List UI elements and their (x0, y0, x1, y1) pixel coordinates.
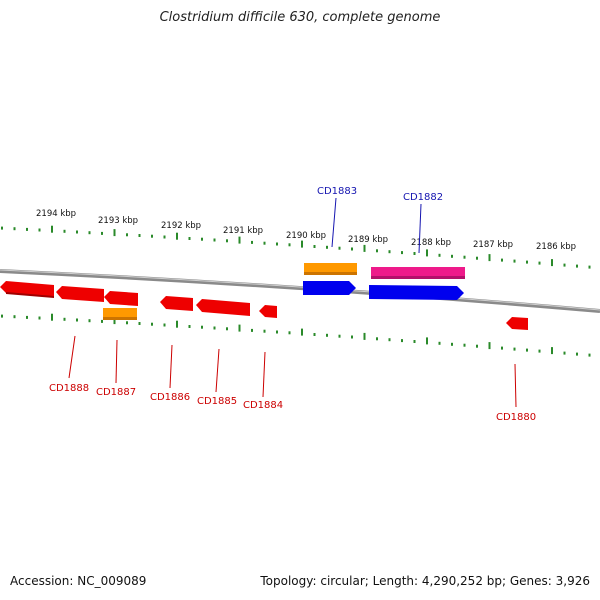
ruler-label: 2186 kbp (536, 242, 576, 252)
genome-backbone-highlight (0, 269, 600, 311)
gene-label-cd1887[interactable]: CD1887 (96, 387, 136, 398)
ruler-ticks-top (1, 225, 591, 269)
gene-arrow-cd1884[interactable] (259, 305, 277, 318)
orange-feature-reverse-shade (103, 317, 137, 320)
ruler-label: 2193 kbp (98, 216, 138, 226)
accession-text: Accession: NC_009089 (10, 574, 147, 588)
genome-title: Clostridium difficile 630, complete geno… (159, 10, 441, 25)
leader-cd1880 (514, 363, 517, 408)
leader-cd1884 (262, 351, 266, 398)
gene-label-cd1883[interactable]: CD1883 (317, 186, 357, 197)
ruler-label: 2191 kbp (223, 226, 263, 236)
gene-label-cd1888[interactable]: CD1888 (49, 383, 89, 394)
ruler-label: 2190 kbp (286, 231, 326, 241)
ruler-label: 2194 kbp (36, 209, 76, 219)
gene-label-cd1880[interactable]: CD1880 (496, 412, 536, 423)
orange-feature-shade (304, 272, 357, 275)
gene-arrow-cd1887[interactable] (56, 286, 104, 302)
ruler-label: 2189 kbp (348, 235, 388, 245)
forward-features (303, 263, 465, 300)
ruler-ticks-bottom (1, 313, 591, 357)
ruler-label: 2192 kbp (161, 221, 201, 231)
label-leaders (68, 197, 517, 408)
gene-label-cd1884[interactable]: CD1884 (243, 400, 283, 411)
gene-arrow-cd1886[interactable] (160, 296, 193, 311)
leader-cd1883 (331, 197, 337, 248)
leader-cd1885 (215, 348, 220, 393)
reverse-features (0, 281, 528, 330)
genome-summary-text: Topology: circular; Length: 4,290,252 bp… (260, 574, 590, 588)
leader-cd1887 (115, 339, 118, 384)
gene-arrow-cd1888-shade (6, 292, 54, 298)
gene-arrow-cd1885[interactable] (196, 299, 250, 316)
gene-labels: CD1883 CD1882 CD1888 CD1887 CD1886 CD188… (49, 186, 536, 423)
gene-label-cd1886[interactable]: CD1886 (150, 392, 190, 403)
gene-label-cd1882[interactable]: CD1882 (403, 192, 443, 203)
gene-arrow-cd1883[interactable] (303, 281, 356, 295)
ruler-label: 2188 kbp (411, 238, 451, 248)
magenta-feature-shade (371, 276, 465, 279)
ruler-labels: 2194 kbp 2193 kbp 2192 kbp 2191 kbp 2190… (36, 209, 576, 252)
gene-arrow-cd1882[interactable] (369, 285, 464, 300)
leader-cd1882 (418, 203, 422, 254)
ruler-label: 2187 kbp (473, 240, 513, 250)
leader-cd1886 (169, 344, 173, 389)
gene-label-cd1885[interactable]: CD1885 (197, 396, 237, 407)
gene-arrow-cd1887b[interactable] (104, 291, 138, 306)
gene-arrow-cd1880[interactable] (506, 317, 528, 330)
genome-backbone (0, 269, 600, 313)
leader-cd1888 (68, 335, 76, 379)
